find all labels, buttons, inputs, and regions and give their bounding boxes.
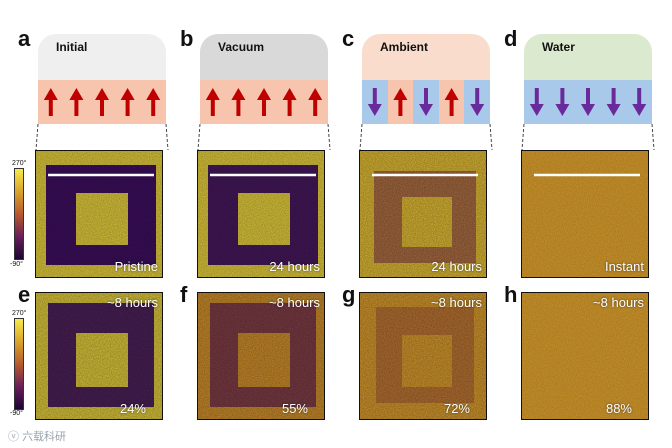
- panel-letter-h: h: [504, 282, 518, 307]
- image-label-c: 24 hours: [431, 259, 482, 274]
- colorbar-top: [14, 168, 24, 260]
- image-time-g: ~8 hours: [431, 295, 482, 310]
- image-humidity-h: 88%: [605, 401, 632, 416]
- zoom-connector-line: [327, 123, 331, 151]
- arrow-up-icon: [257, 88, 271, 116]
- colorbar-bottom-min: -90°: [10, 410, 23, 417]
- arrow-up-icon: [231, 88, 246, 116]
- zoom-connector-line: [521, 123, 525, 151]
- zoom-connector-line: [651, 123, 655, 151]
- arrow-up-icon: [43, 88, 58, 116]
- schematic-cap-d: [524, 34, 652, 80]
- panel-letter-e: e: [18, 282, 31, 307]
- zoom-connector-line: [489, 123, 493, 151]
- pfm-image-a: Pristine: [35, 150, 163, 278]
- arrow-down-icon: [555, 88, 570, 116]
- pfm-image-c: 24 hours: [359, 150, 487, 278]
- zoom-connector-line: [197, 123, 201, 151]
- arrow-up-icon: [444, 88, 459, 116]
- arrow-up-icon: [308, 88, 323, 116]
- arrow-down-icon: [632, 88, 647, 116]
- arrow-up-icon: [69, 88, 84, 116]
- schematic-cap-a: [38, 34, 166, 80]
- image-humidity-g: 72%: [443, 401, 470, 416]
- image-humidity-f: 55%: [281, 401, 308, 416]
- arrow-down-icon: [606, 88, 621, 116]
- colorbar-bottom-max: 270°: [12, 310, 27, 317]
- arrow-up-icon: [205, 88, 220, 116]
- watermark-icon: ⓥ: [8, 431, 19, 443]
- pfm-image-h: ~8 hours 88%: [521, 292, 649, 420]
- schematic-title-a: Initial: [56, 40, 88, 54]
- pfm-image-e: ~8 hours 24%: [35, 292, 163, 420]
- schematic-title-d: Water: [542, 40, 575, 54]
- arrow-down-icon: [470, 88, 485, 116]
- watermark-text: 六载科研: [22, 431, 67, 443]
- schematic-title-b: Vacuum: [218, 40, 265, 54]
- arrow-down-icon: [581, 88, 595, 116]
- zoom-connector-line: [35, 123, 39, 151]
- arrow-up-icon: [146, 88, 161, 116]
- arrow-up-icon: [95, 88, 109, 116]
- schematic-cap-b: [200, 34, 328, 80]
- watermark: ⓥ 六载科研: [8, 428, 66, 444]
- arrow-up-icon: [282, 88, 297, 116]
- arrow-up-icon: [120, 88, 135, 116]
- schematic-band-c: [362, 80, 491, 124]
- schematic-band-d: [524, 80, 653, 124]
- colorbar-top-min: -90°: [10, 261, 23, 268]
- image-label-b: 24 hours: [269, 259, 320, 274]
- pfm-image-b: 24 hours: [197, 150, 325, 278]
- arrow-down-icon: [529, 88, 544, 116]
- panel-letter-a: a: [18, 26, 31, 51]
- pfm-image-f: ~8 hours 55%: [197, 292, 325, 420]
- panel-letter-d: d: [504, 26, 518, 51]
- arrow-up-icon: [393, 88, 408, 116]
- panel-letter-f: f: [180, 282, 188, 307]
- schematic-band-a: [38, 80, 167, 124]
- arrow-down-icon: [367, 88, 382, 116]
- schematic-cap-c: [362, 34, 490, 80]
- panel-letter-g: g: [342, 282, 356, 307]
- pfm-image-g: ~8 hours 72%: [359, 292, 487, 420]
- panel-letter-b: b: [180, 26, 194, 51]
- arrow-down-icon: [419, 88, 433, 116]
- colorbar-top-max: 270°: [12, 160, 27, 167]
- image-label-d: Instant: [604, 259, 644, 274]
- zoom-connector-line: [359, 123, 363, 151]
- panel-letter-c: c: [342, 26, 355, 51]
- image-humidity-e: 24%: [119, 401, 146, 416]
- colorbar-bottom: [14, 318, 24, 410]
- image-time-f: ~8 hours: [269, 295, 320, 310]
- pfm-image-d: Instant: [521, 150, 649, 278]
- image-time-h: ~8 hours: [593, 295, 644, 310]
- schematic-band-b: [200, 80, 329, 124]
- schematic-title-c: Ambient: [380, 40, 428, 54]
- image-label-a: Pristine: [114, 259, 158, 274]
- zoom-connector-line: [165, 123, 169, 151]
- image-time-e: ~8 hours: [107, 295, 158, 310]
